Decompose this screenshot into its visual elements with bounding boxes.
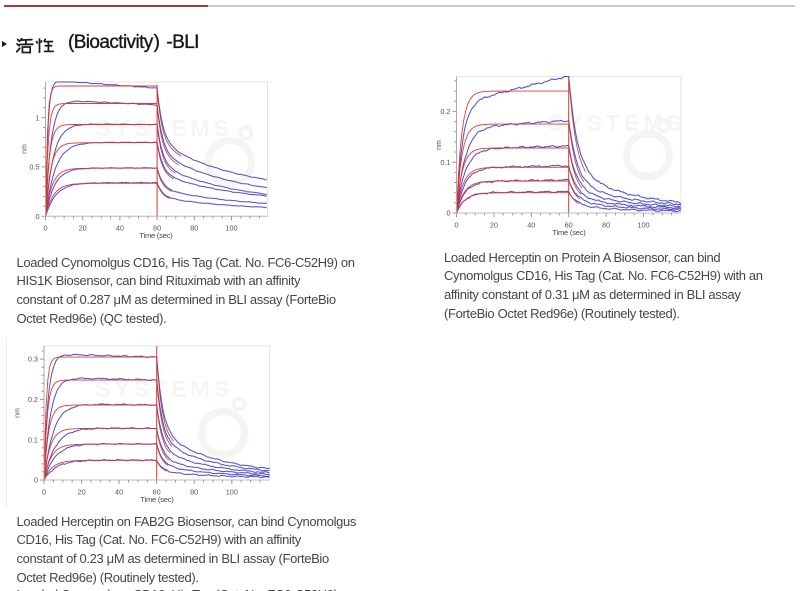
svg-text:nm: nm [22, 144, 29, 154]
svg-text:nm: nm [15, 408, 22, 418]
svg-text:100: 100 [226, 487, 238, 496]
svg-text:Time (sec): Time (sec) [139, 231, 173, 240]
svg-text:80: 80 [190, 224, 198, 233]
svg-text:1: 1 [35, 113, 39, 122]
svg-text:20: 20 [79, 224, 87, 233]
svg-text:0: 0 [35, 212, 39, 221]
svg-text:0: 0 [43, 224, 47, 233]
svg-text:100: 100 [637, 220, 649, 229]
svg-text:100: 100 [225, 224, 237, 233]
svg-text:40: 40 [115, 487, 123, 496]
svg-text:0.1: 0.1 [440, 158, 450, 167]
svg-text:20: 20 [490, 220, 498, 229]
svg-text:0: 0 [34, 476, 38, 485]
svg-text:60: 60 [153, 224, 161, 233]
svg-text:Time (sec): Time (sec) [140, 495, 174, 504]
svg-text:0.5: 0.5 [29, 163, 39, 172]
svg-text:0: 0 [454, 220, 458, 229]
svg-text:0.2: 0.2 [440, 107, 450, 116]
svg-text:0.3: 0.3 [28, 355, 38, 364]
svg-text:0: 0 [42, 487, 46, 496]
svg-text:60: 60 [153, 487, 161, 496]
svg-text:80: 80 [190, 487, 198, 496]
svg-text:0: 0 [446, 209, 450, 218]
svg-text:0.1: 0.1 [28, 435, 38, 444]
svg-text:40: 40 [527, 220, 535, 229]
svg-text:60: 60 [565, 220, 573, 229]
svg-text:40: 40 [116, 224, 124, 233]
svg-text:20: 20 [78, 487, 86, 496]
svg-text:Time (sec): Time (sec) [552, 228, 586, 237]
svg-text:nm: nm [436, 140, 443, 150]
svg-text:0.2: 0.2 [28, 395, 38, 404]
svg-text:80: 80 [602, 220, 610, 229]
